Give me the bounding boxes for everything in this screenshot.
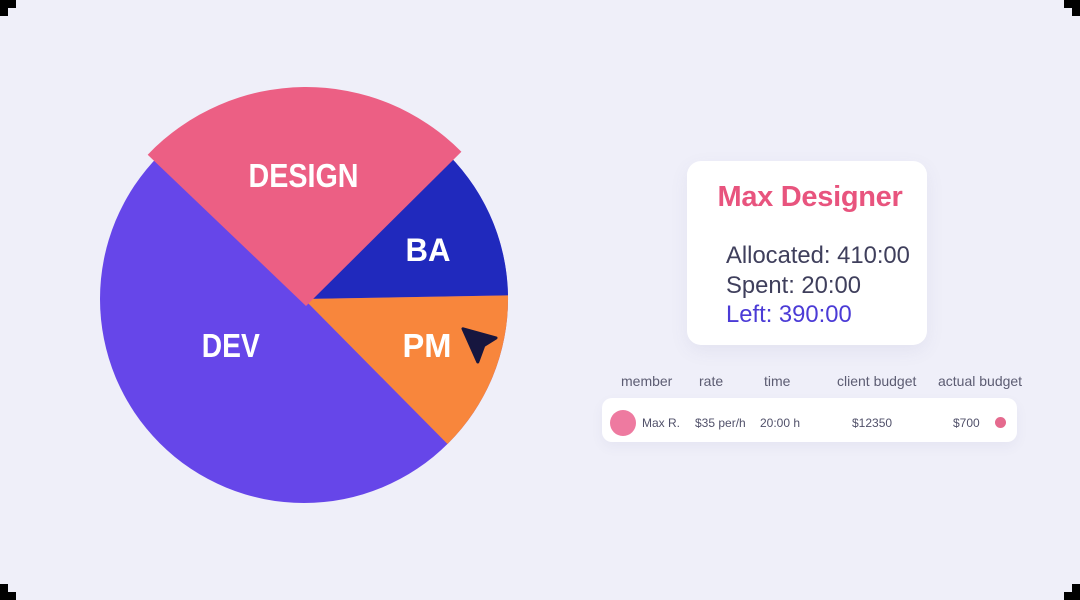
svg-text:DEV: DEV [202, 327, 260, 364]
svg-text:BA: BA [406, 232, 451, 268]
svg-text:DESIGN: DESIGN [249, 157, 359, 194]
svg-text:PM: PM [403, 327, 452, 364]
